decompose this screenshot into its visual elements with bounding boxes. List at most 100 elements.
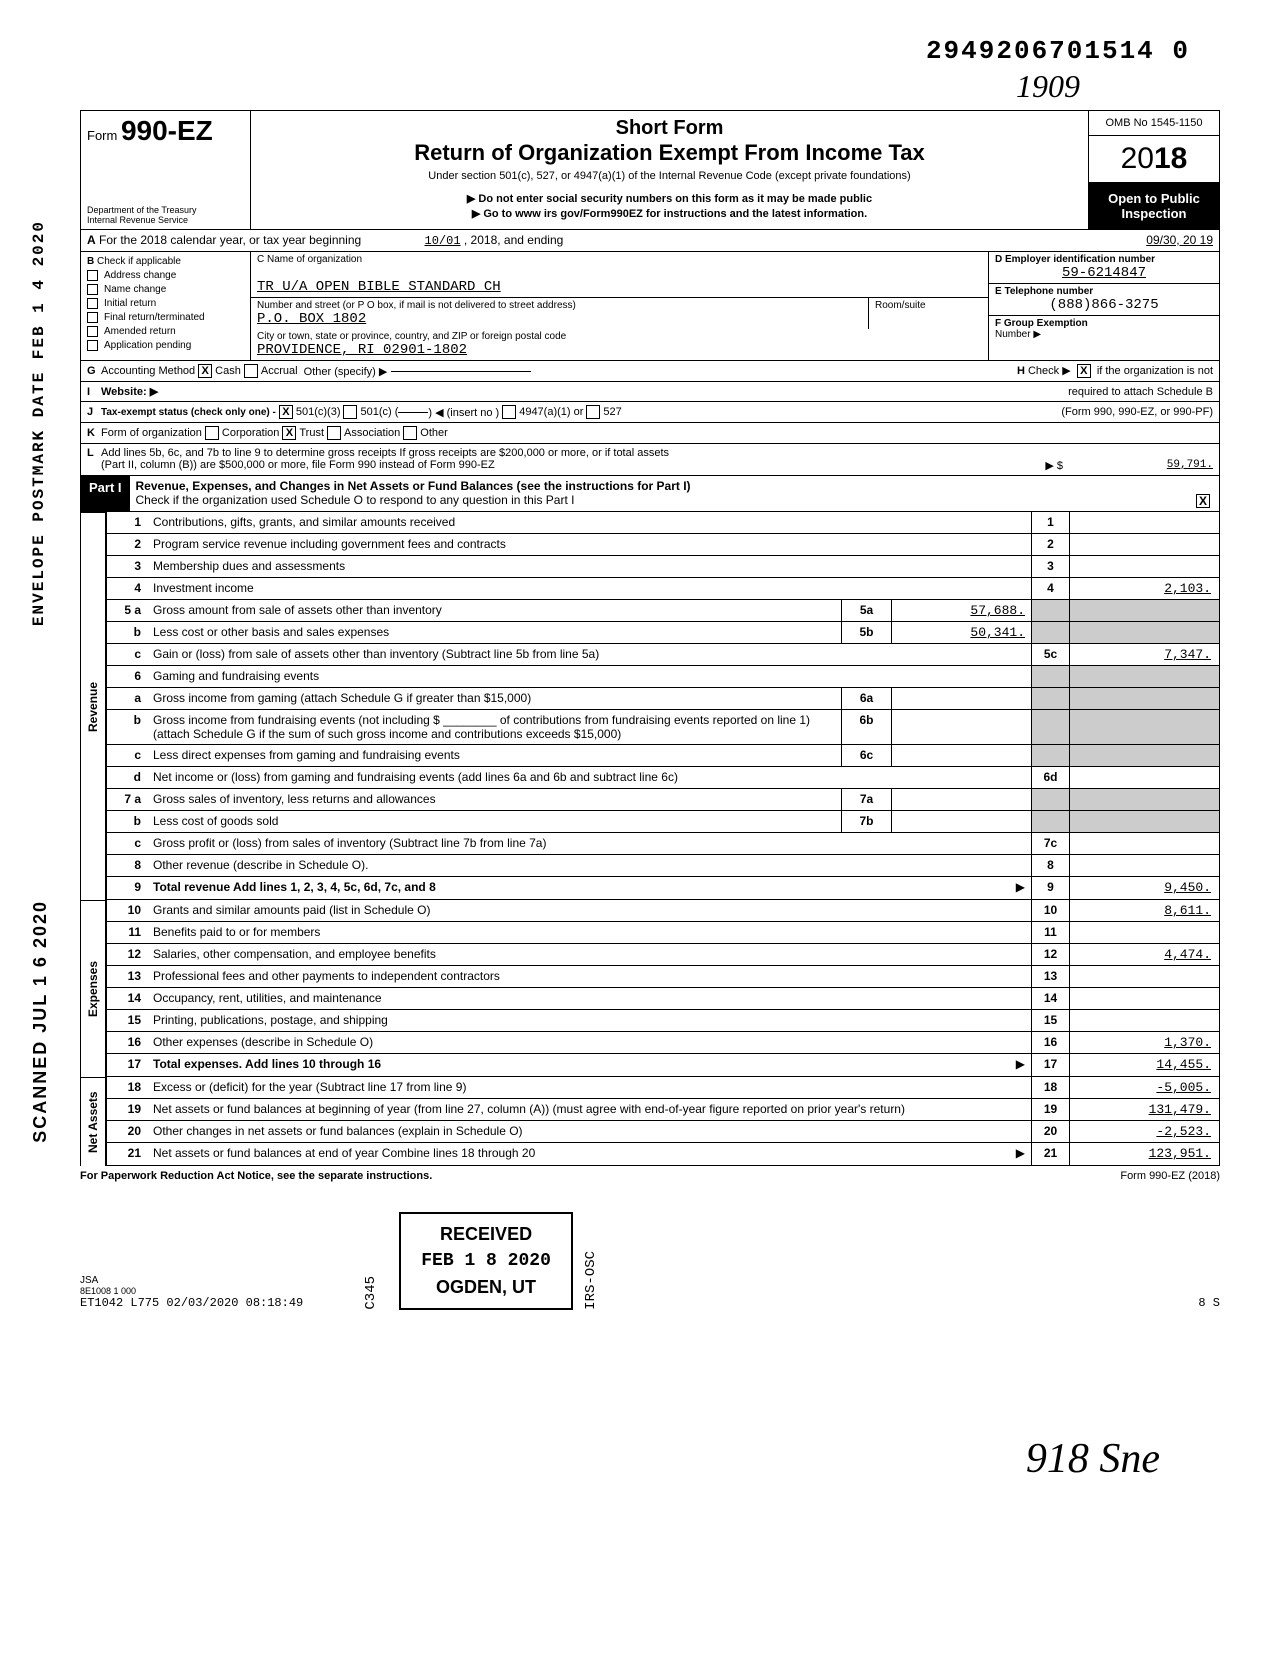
checkbox-application-pending[interactable] [87, 340, 98, 351]
col-val[interactable] [1069, 988, 1219, 1009]
received-stamp: RECEIVED FEB 1 8 2020 OGDEN, UT [399, 1212, 573, 1310]
checkbox-schedule-o[interactable]: X [1196, 494, 1210, 508]
col-no: 20 [1031, 1121, 1069, 1142]
line-desc: Total expenses. Add lines 10 through 16 … [147, 1054, 1031, 1076]
col-val[interactable] [1069, 767, 1219, 788]
envelope-postmark-stamp: ENVELOPE POSTMARK DATE FEB 1 4 2020 [30, 220, 48, 626]
col-no: 3 [1031, 556, 1069, 577]
line-number: c [107, 644, 147, 665]
line-number: 18 [107, 1077, 147, 1098]
col-grey [1069, 666, 1219, 687]
open-line2: Inspection [1093, 206, 1215, 221]
line-number: 20 [107, 1121, 147, 1142]
l-label: L [87, 447, 101, 459]
line-desc: Investment income [147, 578, 1031, 599]
lbl-name-change: Name change [104, 284, 166, 295]
checkbox-address-change[interactable] [87, 270, 98, 281]
checkbox-501c[interactable] [343, 405, 357, 419]
line-number: 8 [107, 855, 147, 876]
col-val[interactable] [1069, 1010, 1219, 1031]
checkbox-cash[interactable]: X [198, 364, 212, 378]
form-footer: Form 990-EZ (2018) [1120, 1170, 1220, 1182]
col-val[interactable] [1069, 855, 1219, 876]
sub-col-val[interactable] [891, 745, 1031, 766]
col-val[interactable] [1069, 556, 1219, 577]
col-no: 15 [1031, 1010, 1069, 1031]
checkbox-amended[interactable] [87, 326, 98, 337]
col-grey [1031, 710, 1069, 744]
col-val[interactable]: 1,370. [1069, 1032, 1219, 1053]
checkbox-501c3[interactable]: X [279, 405, 293, 419]
sub-col-val[interactable]: 50,341. [891, 622, 1031, 643]
501c-no-input[interactable] [398, 412, 428, 413]
tax-year-end[interactable]: 09/30, 20 19 [1140, 230, 1219, 251]
line-desc: Less cost of goods sold [147, 811, 841, 832]
col-val[interactable]: 2,103. [1069, 578, 1219, 599]
checkbox-initial-return[interactable] [87, 298, 98, 309]
col-no: 19 [1031, 1099, 1069, 1120]
gross-receipts[interactable]: 59,791. [1083, 459, 1213, 472]
line-desc: Other expenses (describe in Schedule O) [147, 1032, 1031, 1053]
col-val[interactable]: 123,951. [1069, 1143, 1219, 1165]
col-no: 11 [1031, 922, 1069, 943]
l-arrow: ▶ $ [1045, 459, 1063, 472]
org-name[interactable]: TR U/A OPEN BIBLE STANDARD CH [257, 279, 982, 295]
checkbox-final-return[interactable] [87, 312, 98, 323]
checkbox-other-org[interactable] [403, 426, 417, 440]
checkbox-4947[interactable] [502, 405, 516, 419]
col-val[interactable]: 9,450. [1069, 877, 1219, 899]
other-method-input[interactable] [391, 371, 531, 372]
sub-col-no: 6c [841, 745, 891, 766]
title-short-form: Short Form [261, 117, 1078, 140]
checkbox-accrual[interactable] [244, 364, 258, 378]
line-number: a [107, 688, 147, 709]
checkbox-527[interactable] [586, 405, 600, 419]
lbl-amended: Amended return [104, 326, 176, 337]
sub-col-val[interactable]: 57,688. [891, 600, 1031, 621]
received-text: RECEIVED [421, 1224, 551, 1245]
dept-treasury: Department of the Treasury [87, 205, 244, 215]
line-number: 13 [107, 966, 147, 987]
col-val[interactable] [1069, 512, 1219, 533]
dln: 2949206701514 0 [926, 36, 1190, 66]
table-row: 5 aGross amount from sale of assets othe… [107, 600, 1219, 622]
l-text2: (Part II, column (B)) are $500,000 or mo… [101, 459, 495, 472]
org-addr[interactable]: P.O. BOX 1802 [257, 311, 862, 327]
sub-col-val[interactable] [891, 789, 1031, 810]
lbl-address-change: Address change [104, 270, 176, 281]
line-a: A For the 2018 calendar year, or tax yea… [80, 230, 1220, 252]
col-grey [1031, 600, 1069, 621]
col-val[interactable]: 7,347. [1069, 644, 1219, 665]
line-number: b [107, 811, 147, 832]
col-no: 1 [1031, 512, 1069, 533]
tax-year-begin[interactable]: 10/01 [425, 234, 461, 248]
checkbox-h[interactable]: X [1077, 364, 1091, 378]
col-val[interactable] [1069, 534, 1219, 555]
line-number: 2 [107, 534, 147, 555]
checkbox-trust[interactable]: X [282, 426, 296, 440]
table-row: bLess cost or other basis and sales expe… [107, 622, 1219, 644]
col-val[interactable]: -2,523. [1069, 1121, 1219, 1142]
col-grey [1069, 811, 1219, 832]
line-desc: Gross profit or (loss) from sales of inv… [147, 833, 1031, 854]
col-val[interactable]: 131,479. [1069, 1099, 1219, 1120]
col-val[interactable]: 14,455. [1069, 1054, 1219, 1076]
phone[interactable]: (888)866-3275 [995, 297, 1213, 313]
sub-col-val[interactable] [891, 811, 1031, 832]
col-val[interactable] [1069, 833, 1219, 854]
col-val[interactable] [1069, 966, 1219, 987]
col-val[interactable] [1069, 922, 1219, 943]
checkbox-name-change[interactable] [87, 284, 98, 295]
ein[interactable]: 59-6214847 [995, 265, 1213, 281]
sub-col-val[interactable] [891, 688, 1031, 709]
col-val[interactable]: 4,474. [1069, 944, 1219, 965]
sub-col-val[interactable] [891, 710, 1031, 744]
org-city[interactable]: PROVIDENCE, RI 02901-1802 [257, 342, 982, 358]
col-val[interactable]: -5,005. [1069, 1077, 1219, 1098]
col-val[interactable]: 8,611. [1069, 900, 1219, 921]
lbl-501c: 501(c) ( [360, 406, 398, 418]
checkbox-corporation[interactable] [205, 426, 219, 440]
form-number: Form 990-EZ [87, 115, 244, 147]
checkbox-association[interactable] [327, 426, 341, 440]
line-number: c [107, 833, 147, 854]
